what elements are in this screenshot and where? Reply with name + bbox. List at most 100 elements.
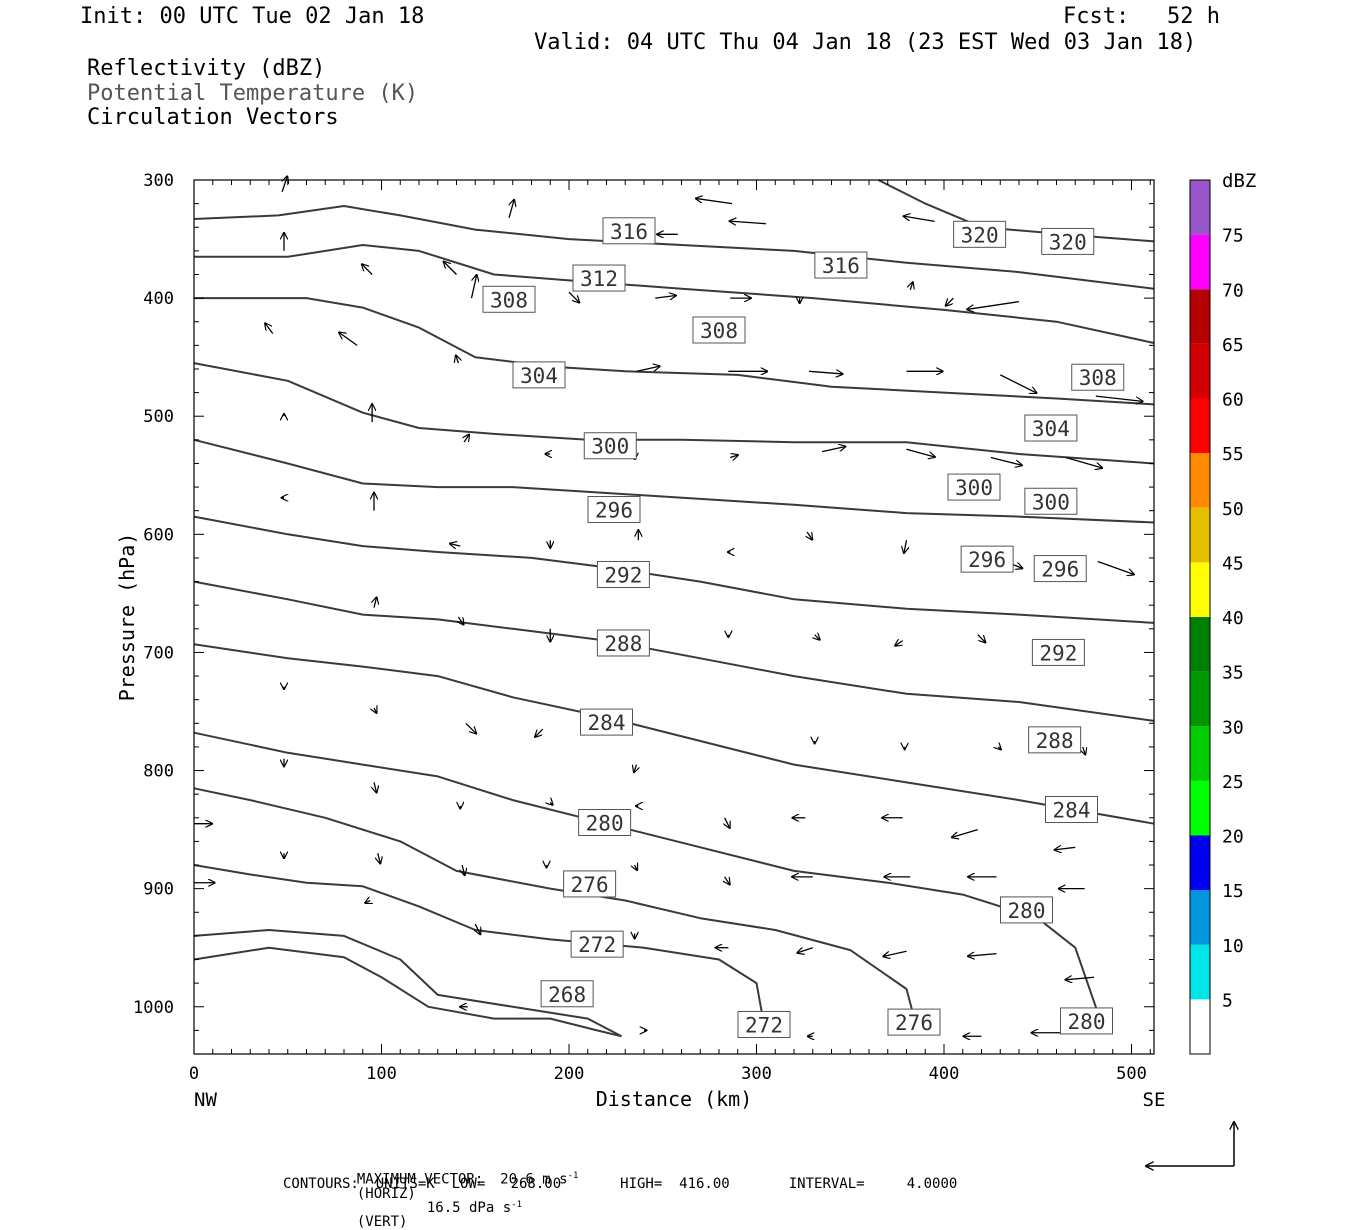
colorbar-swatch — [1190, 726, 1210, 781]
contour-label: 284 — [580, 708, 633, 736]
circulation-vector — [725, 817, 730, 828]
circulation-vector — [444, 261, 457, 275]
contour-label-box — [482, 285, 536, 313]
contour-label-box — [572, 264, 626, 292]
contour-label-text: 300 — [591, 435, 629, 459]
contour-label-box — [570, 930, 624, 958]
colorbar-level-label: 45 — [1222, 553, 1244, 574]
contour-label: 296 — [960, 545, 1014, 573]
contour-label: 280 — [1000, 896, 1053, 924]
circulation-vector — [635, 865, 638, 870]
colorbar-level-label: 15 — [1222, 881, 1244, 902]
contour-label: 284 — [1045, 796, 1098, 824]
circulation-vector — [1065, 977, 1095, 980]
circulation-vector — [458, 616, 463, 625]
circulation-vector — [456, 355, 459, 364]
contour-label-text: 320 — [961, 223, 999, 247]
contour-label-text: 284 — [1053, 799, 1091, 823]
max-vector-info: MAXIMUM VECTOR: 20.6 m s-1 (HORIZ) 16.5 … — [340, 1158, 579, 1230]
circulation-vector — [550, 802, 553, 805]
colorbar-swatch — [1190, 671, 1210, 727]
contour-label-text: 308 — [490, 288, 528, 312]
y-tick-label: 500 — [143, 407, 174, 427]
contour-label: 316 — [814, 251, 868, 279]
contour-label-text: 280 — [1068, 1010, 1106, 1034]
y-tick-label: 900 — [143, 880, 174, 900]
y-axis-label: Pressure (hPa) — [115, 533, 139, 702]
colorbar-level-label: 75 — [1222, 226, 1244, 247]
field-reflectivity: Reflectivity (dBZ) — [87, 56, 326, 81]
contour-label-box — [1071, 363, 1125, 391]
circulation-vector — [362, 264, 373, 275]
circulation-vector — [952, 828, 978, 838]
circulation-vector — [1065, 456, 1102, 468]
contour-label-box — [953, 220, 1007, 248]
colorbar-level-label: 50 — [1222, 499, 1244, 520]
contour-label-box — [1060, 1007, 1113, 1035]
y-tick-label: 600 — [143, 525, 174, 545]
contour-label: 304 — [512, 361, 566, 389]
contour-label-text: 288 — [604, 632, 642, 656]
circulation-vector — [903, 216, 935, 222]
horiz-exponent: -1 — [567, 1171, 579, 1181]
contour-label-box — [692, 316, 746, 344]
contour-label-text: 304 — [1032, 417, 1070, 441]
colorbar-swatch — [1190, 343, 1210, 399]
max-vector-horiz-value: MAXIMUM VECTOR: 20.6 m s — [356, 1171, 568, 1188]
contour-label: 300 — [947, 473, 1001, 501]
contour-label-text: 316 — [822, 254, 860, 278]
circulation-vector — [470, 275, 477, 299]
contour-label: 288 — [596, 629, 650, 657]
contour-label-box — [1041, 227, 1095, 255]
vert-label: (VERT) — [356, 1214, 408, 1230]
circulation-vector — [1097, 560, 1134, 574]
contour-label-box — [540, 980, 594, 1008]
contour-label-box — [587, 496, 641, 524]
colorbar-swatch — [1190, 562, 1210, 617]
isentrope-308 — [194, 297, 1155, 406]
circulation-vector — [696, 198, 733, 205]
circulation-vector — [946, 297, 954, 306]
circulation-vector — [730, 455, 738, 458]
contour-label: 276 — [887, 1008, 941, 1036]
isentrope-284 — [193, 731, 1099, 1014]
contour-label-box — [1000, 896, 1053, 924]
contour-label: 288 — [1028, 726, 1082, 754]
contour-label-text: 292 — [604, 563, 642, 587]
x-tick-label: 0 — [189, 1064, 199, 1084]
colorbar-title: dBZ — [1222, 170, 1256, 192]
circulation-vector — [464, 434, 469, 443]
circulation-vector — [1083, 746, 1086, 755]
contour-label-text: 320 — [1049, 230, 1087, 254]
circulation-vector — [967, 301, 1020, 310]
contour-label: 268 — [540, 980, 594, 1008]
colorbar-swatch — [1190, 999, 1210, 1054]
contour-label: 296 — [587, 496, 641, 524]
colorbar-level-label: 35 — [1222, 663, 1244, 684]
contour-label: 312 — [572, 264, 626, 292]
contour-label-box — [583, 432, 637, 460]
colorbar-swatch — [1190, 234, 1210, 290]
circulation-vector — [365, 900, 370, 903]
contour-label-box — [596, 629, 650, 657]
circulation-vector — [374, 708, 377, 713]
contour-label-text: 308 — [1079, 366, 1117, 390]
contour-label-box — [580, 708, 633, 736]
contour-label-box — [737, 1010, 791, 1038]
circulation-vector — [374, 597, 377, 608]
circulation-vector — [968, 954, 997, 957]
contour-label: 308 — [1071, 363, 1125, 391]
valid-time: Valid: 04 UTC Thu 04 Jan 18 (23 EST Wed … — [534, 30, 1197, 55]
contour-label-box — [1028, 726, 1082, 754]
colorbar-level-label: 55 — [1222, 444, 1244, 465]
circulation-vector — [904, 540, 907, 553]
contour-label: 308 — [482, 285, 536, 313]
circulation-vector — [815, 635, 820, 640]
contour-label-text: 316 — [610, 220, 648, 244]
contour-label-box — [563, 870, 617, 898]
circulation-vector — [508, 200, 514, 218]
contour-info: CONTOURS: UNITS=K LOW= 268.00 HIGH= 416.… — [283, 1176, 958, 1192]
colorbar-level-label: 10 — [1222, 936, 1244, 957]
contour-label-box — [596, 560, 650, 588]
contour-label: 272 — [570, 930, 624, 958]
